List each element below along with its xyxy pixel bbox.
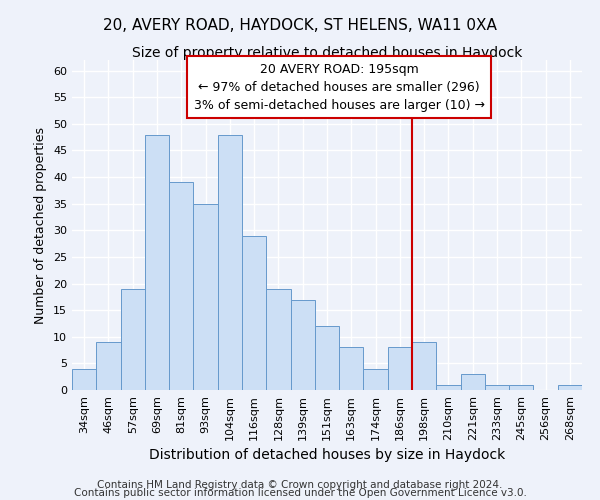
Bar (169, 182, 193, 390)
Bar (72, 368, 96, 390)
Bar (96, 342, 121, 390)
Text: 20 AVERY ROAD: 195sqm
← 97% of detached houses are smaller (296)
3% of semi-deta: 20 AVERY ROAD: 195sqm ← 97% of detached … (194, 62, 485, 112)
X-axis label: Distribution of detached houses by size in Haydock: Distribution of detached houses by size … (149, 448, 505, 462)
Bar (242, 236, 266, 390)
Y-axis label: Number of detached properties: Number of detached properties (34, 126, 47, 324)
Bar (558, 384, 582, 390)
Text: Contains HM Land Registry data © Crown copyright and database right 2024.: Contains HM Land Registry data © Crown c… (97, 480, 503, 490)
Title: Size of property relative to detached houses in Haydock: Size of property relative to detached ho… (132, 46, 522, 60)
Bar (290, 300, 315, 390)
Bar (145, 134, 169, 390)
Bar (315, 326, 339, 390)
Text: 20, AVERY ROAD, HAYDOCK, ST HELENS, WA11 0XA: 20, AVERY ROAD, HAYDOCK, ST HELENS, WA11… (103, 18, 497, 32)
Bar (485, 384, 509, 390)
Bar (509, 384, 533, 390)
Bar (412, 342, 436, 390)
Bar (461, 374, 485, 390)
Bar (364, 368, 388, 390)
Bar (388, 348, 412, 390)
Bar (266, 289, 290, 390)
Text: Contains public sector information licensed under the Open Government Licence v3: Contains public sector information licen… (74, 488, 526, 498)
Bar (193, 204, 218, 390)
Bar (436, 384, 461, 390)
Bar (339, 348, 364, 390)
Bar (218, 134, 242, 390)
Bar (121, 289, 145, 390)
